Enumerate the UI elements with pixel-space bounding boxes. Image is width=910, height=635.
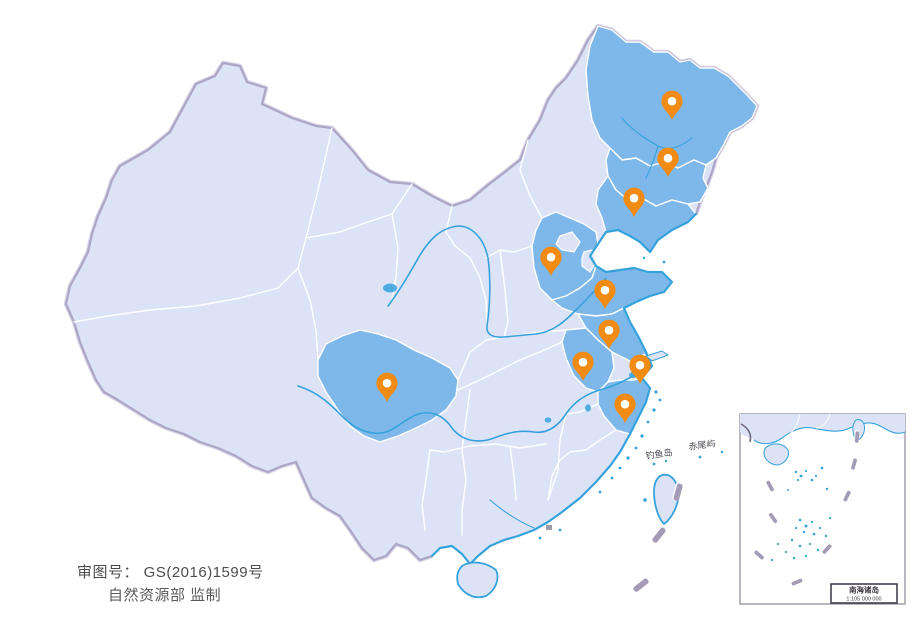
yellow-river: [387, 225, 607, 338]
qinghai-lake: [383, 283, 397, 293]
inset-south-coast: [740, 414, 905, 444]
inset-scale: 1:105 000 000: [846, 597, 881, 603]
coastline: [430, 212, 698, 566]
inset-title: 南海诸岛: [849, 585, 879, 595]
dongting-lake: [544, 417, 552, 423]
inset-island-dots: [770, 466, 832, 562]
inset-vietnam-border: [740, 423, 752, 443]
hong-kong-marker: [546, 525, 552, 530]
province-beijing[interactable]: [555, 231, 581, 253]
yangtze-river: [297, 365, 651, 442]
inset-label-group: 南海诸岛 1:105 000 000: [830, 583, 898, 604]
chiwei-island-label: 赤尾屿: [688, 438, 716, 452]
pearl-river: [489, 499, 535, 529]
coastal-island-dots: [538, 256, 724, 540]
rivers: [297, 117, 693, 529]
province-tianjin[interactable]: [581, 249, 597, 273]
map-publisher: 自然资源部 监制: [108, 587, 222, 604]
mainland-group: 钓鱼岛 赤尾屿: [63, 23, 760, 599]
taiwan-island: [653, 473, 680, 525]
inset-label-box: [830, 583, 898, 604]
diaoyu-island-label: 钓鱼岛: [645, 446, 673, 461]
nine-dash-segment: [631, 575, 651, 593]
songhua-river: [621, 117, 693, 179]
china-landmass[interactable]: [66, 26, 757, 564]
poyang-lake: [585, 404, 591, 412]
nine-dash-segment: [650, 524, 668, 544]
inset-south-china-sea: 南海诸岛 1:105 000 000: [739, 413, 906, 605]
hainan-island: [456, 561, 499, 599]
inset-coastline: [753, 422, 906, 445]
chongming-island: [645, 350, 669, 362]
map-approval-number: 审图号： GS(2016)1599号: [77, 564, 264, 581]
province-borders: [73, 127, 617, 536]
inset-hainan: [763, 443, 789, 466]
inset-province-line: [787, 413, 831, 437]
